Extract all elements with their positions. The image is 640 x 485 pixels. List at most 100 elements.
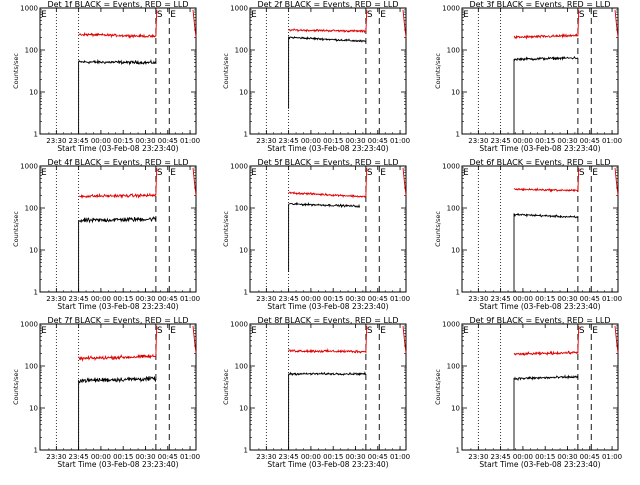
x-tick-label: 00:00: [513, 137, 533, 145]
flag-label: E: [41, 168, 47, 178]
series-line-events: [78, 58, 157, 134]
series-line-lld: [513, 9, 580, 40]
y-tick-label: 1000: [442, 321, 460, 329]
x-tick-label: 23:30: [256, 137, 276, 145]
y-tick-label: 10: [29, 405, 38, 413]
series-tail-lld: [192, 167, 197, 196]
flag-label: E: [170, 326, 176, 336]
series-line-events: [513, 374, 579, 450]
flag-label: E: [592, 326, 598, 336]
y-tick-label: 100: [235, 47, 248, 55]
x-tick-label: 00:45: [580, 453, 600, 461]
flag-label: S: [579, 326, 585, 336]
y-tick-label: 100: [25, 363, 38, 371]
x-axis-label: Start Time (03-Feb-08 23:23:40): [479, 144, 600, 153]
y-tick-label: 1: [244, 131, 248, 139]
flag-label: S: [157, 10, 163, 20]
x-axis-label: Start Time (03-Feb-08 23:23:40): [267, 144, 388, 153]
flag-label: E: [592, 168, 598, 178]
x-tick-label: 00:15: [113, 137, 133, 145]
flag-label: E: [592, 10, 598, 20]
x-tick-label: 00:00: [513, 295, 533, 303]
x-tick-label: 01:00: [180, 137, 200, 145]
flag-label: E: [251, 168, 257, 178]
x-tick-label: 00:30: [345, 137, 365, 145]
flag-label: S: [157, 326, 163, 336]
panel-det-4: Det 4f BLACK = Events, RED = LLD 1 10 100 10…: [12, 158, 200, 311]
flag-label: E: [380, 10, 386, 20]
x-tick-label: 23:45: [491, 137, 511, 145]
y-tick-label: 1000: [20, 163, 38, 171]
x-tick-label: 00:30: [345, 295, 365, 303]
x-tick-label: 23:45: [279, 453, 299, 461]
x-tick-label: 00:45: [580, 295, 600, 303]
panel-title: Det 3f BLACK = Events, RED = LLD: [469, 0, 610, 9]
x-tick-label: 23:30: [468, 295, 488, 303]
flag-label: E: [251, 326, 257, 336]
x-axis-label: Start Time (03-Feb-08 23:23:40): [57, 302, 178, 311]
flag-label: E: [251, 10, 257, 20]
series-line-lld: [288, 325, 368, 355]
series-tail-lld: [402, 325, 407, 354]
y-axis-label: Counts/sec: [12, 53, 20, 89]
x-tick-label: 00:15: [535, 137, 555, 145]
y-tick-label: 1: [34, 289, 38, 297]
y-tick-label: 10: [29, 89, 38, 97]
y-axis-label: Counts/sec: [12, 211, 20, 247]
x-tick-label: 00:15: [323, 453, 343, 461]
plot-frame: [461, 323, 619, 451]
panel-det-1: Det 1f BLACK = Events, RED = LLD 1 10 100 10…: [12, 0, 200, 153]
x-axis-label: Start Time (03-Feb-08 23:23:40): [57, 460, 178, 469]
x-tick-label: 00:30: [135, 295, 155, 303]
series-line-lld: [78, 325, 158, 362]
flag-label: E: [170, 168, 176, 178]
flag-label: S: [367, 10, 373, 20]
x-tick-label: 23:45: [279, 137, 299, 145]
x-axis-label: Start Time (03-Feb-08 23:23:40): [267, 302, 388, 311]
x-tick-label: 00:00: [91, 453, 111, 461]
panel-det-8: Det 8f BLACK = Events, RED = LLD 1 10 100 10…: [222, 316, 410, 469]
series-tail-lld: [402, 167, 407, 196]
y-axis-label: Counts/sec: [12, 369, 20, 405]
series-tail-lld: [402, 9, 407, 38]
flag-label: S: [367, 326, 373, 336]
x-tick-label: 00:45: [158, 137, 178, 145]
flag-label: S: [367, 168, 373, 178]
x-tick-label: 00:30: [557, 453, 577, 461]
y-axis-label: Counts/sec: [434, 211, 442, 247]
panel-det-2: Det 2f BLACK = Events, RED = LLD 1 10 100 10…: [222, 0, 410, 153]
x-tick-label: 23:45: [279, 295, 299, 303]
x-tick-label: 23:45: [69, 453, 89, 461]
panel-title: Det 1f BLACK = Events, RED = LLD: [47, 0, 188, 9]
x-tick-label: 00:15: [535, 295, 555, 303]
x-tick-label: 00:30: [135, 137, 155, 145]
x-tick-label: 23:30: [256, 295, 276, 303]
x-tick-label: 01:00: [602, 137, 622, 145]
y-tick-label: 100: [447, 363, 460, 371]
x-tick-label: 00:15: [323, 137, 343, 145]
panel-det-9: Det 9f BLACK = Events, RED = LLD 1 10 100 10…: [434, 316, 622, 469]
panel-det-3: Det 3f BLACK = Events, RED = LLD 1 10 100 10…: [434, 0, 622, 153]
series-line-lld: [78, 167, 158, 200]
x-tick-label: 00:00: [301, 453, 321, 461]
flag-label: E: [380, 326, 386, 336]
y-tick-label: 1: [34, 447, 38, 455]
x-tick-label: 00:15: [535, 453, 555, 461]
panel-title: Det 8f BLACK = Events, RED = LLD: [257, 316, 398, 325]
x-axis-label: Start Time (03-Feb-08 23:23:40): [57, 144, 178, 153]
x-tick-label: 00:45: [580, 137, 600, 145]
y-tick-label: 1: [456, 289, 460, 297]
series-line-lld: [78, 9, 158, 39]
panel-title: Det 5f BLACK = Events, RED = LLD: [257, 158, 398, 167]
y-tick-label: 100: [447, 205, 460, 213]
flag-label: E: [41, 326, 47, 336]
x-tick-label: 00:45: [158, 295, 178, 303]
y-tick-label: 1: [456, 131, 460, 139]
series-line-events: [78, 376, 157, 450]
x-tick-label: 23:45: [69, 295, 89, 303]
y-tick-label: 100: [235, 205, 248, 213]
x-tick-label: 00:45: [368, 453, 388, 461]
panel-title: Det 4f BLACK = Events, RED = LLD: [47, 158, 188, 167]
plot-frame: [249, 323, 407, 451]
